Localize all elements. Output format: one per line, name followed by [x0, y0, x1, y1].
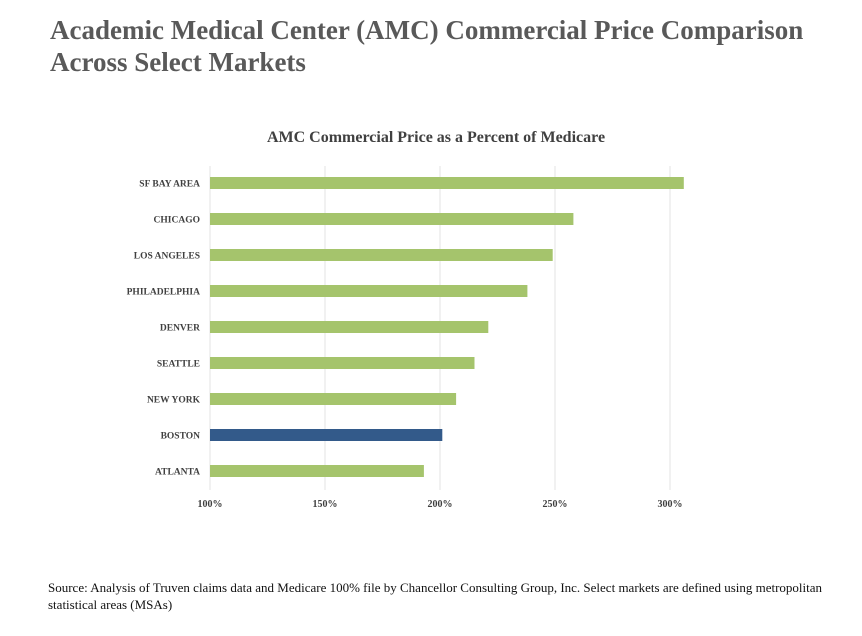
category-label: SF BAY AREA — [139, 180, 200, 190]
bar — [210, 393, 457, 405]
bar — [210, 177, 684, 189]
category-label: CHICAGO — [154, 216, 200, 226]
category-label: DENVER — [160, 324, 200, 334]
page-title: Academic Medical Center (AMC) Commercial… — [50, 15, 804, 77]
bar — [210, 357, 475, 369]
category-label: BOSTON — [161, 432, 201, 442]
bars — [210, 177, 684, 477]
bar — [210, 213, 574, 225]
bar — [210, 429, 443, 441]
category-label: PHILADELPHIA — [127, 288, 201, 298]
x-tick-label: 250% — [543, 499, 568, 510]
x-tick-label: 150% — [313, 499, 338, 510]
x-axis-tick-labels: 100% 150% 200% 250% 300% — [198, 499, 683, 510]
bar — [210, 465, 424, 477]
bar — [210, 249, 553, 261]
x-tick-label: 200% — [428, 499, 453, 510]
category-label: SEATTLE — [157, 360, 200, 370]
bar — [210, 321, 489, 333]
category-labels: SF BAY AREA CHICAGO LOS ANGELES PHILADELPHI… — [127, 180, 201, 478]
category-label: ATLANTA — [155, 468, 200, 478]
bar — [210, 285, 528, 297]
x-tick-label: 300% — [658, 499, 683, 510]
category-label: NEW YORK — [147, 396, 201, 406]
source-note: Source: Analysis of Truven claims data a… — [48, 580, 823, 612]
category-label: LOS ANGELES — [134, 252, 200, 262]
x-tick-label: 100% — [198, 499, 223, 510]
bar-chart: SF BAY AREA CHICAGO LOS ANGELES PHILADELPHI… — [127, 166, 684, 510]
chart-title: AMC Commercial Price as a Percent of Med… — [266, 129, 606, 146]
